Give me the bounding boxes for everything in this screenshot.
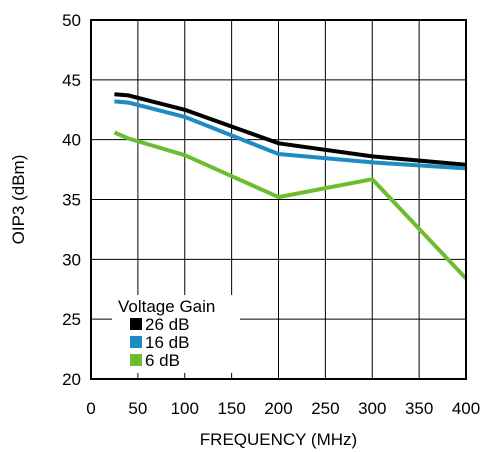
legend-swatch (130, 336, 142, 348)
legend-entry-label: 6 dB (145, 351, 180, 370)
x-tick-label: 300 (358, 399, 386, 418)
series-line-6-dB (113, 130, 466, 280)
x-tick-label: 200 (264, 399, 292, 418)
series-lines (113, 92, 466, 280)
y-tick-label: 45 (62, 71, 81, 90)
x-tick-label: 150 (217, 399, 245, 418)
plot-frame (90, 19, 467, 380)
y-axis-label: OIP3 (dBm) (9, 155, 28, 245)
x-tick-labels: 0 50 100 150 200 250 300 350 400 (86, 399, 480, 418)
series-line-26-dB (114, 92, 466, 167)
y-tick-label: 40 (62, 131, 81, 150)
x-tick-label: 0 (86, 399, 95, 418)
y-tick-label: 25 (62, 310, 81, 329)
legend-entry-label: 16 dB (145, 333, 189, 352)
y-tick-label: 20 (62, 370, 81, 389)
grid (91, 20, 466, 379)
y-tick-label: 30 (62, 250, 81, 269)
y-tick-label: 35 (62, 191, 81, 210)
x-tick-label: 250 (311, 399, 339, 418)
x-tick-label: 50 (128, 399, 147, 418)
x-tick-label: 350 (405, 399, 433, 418)
x-axis-label: FREQUENCY (MHz) (200, 430, 357, 449)
y-tick-label: 50 (62, 11, 81, 30)
legend-swatch (130, 354, 142, 366)
y-tick-labels: 20 25 30 35 40 45 50 (62, 11, 81, 389)
legend-title: Voltage Gain (118, 297, 215, 316)
legend-swatch (130, 318, 142, 330)
x-tick-label: 400 (452, 399, 480, 418)
series-line-16-dB (114, 99, 466, 171)
legend-entry-label: 26 dB (145, 315, 189, 334)
x-tick-label: 100 (171, 399, 199, 418)
